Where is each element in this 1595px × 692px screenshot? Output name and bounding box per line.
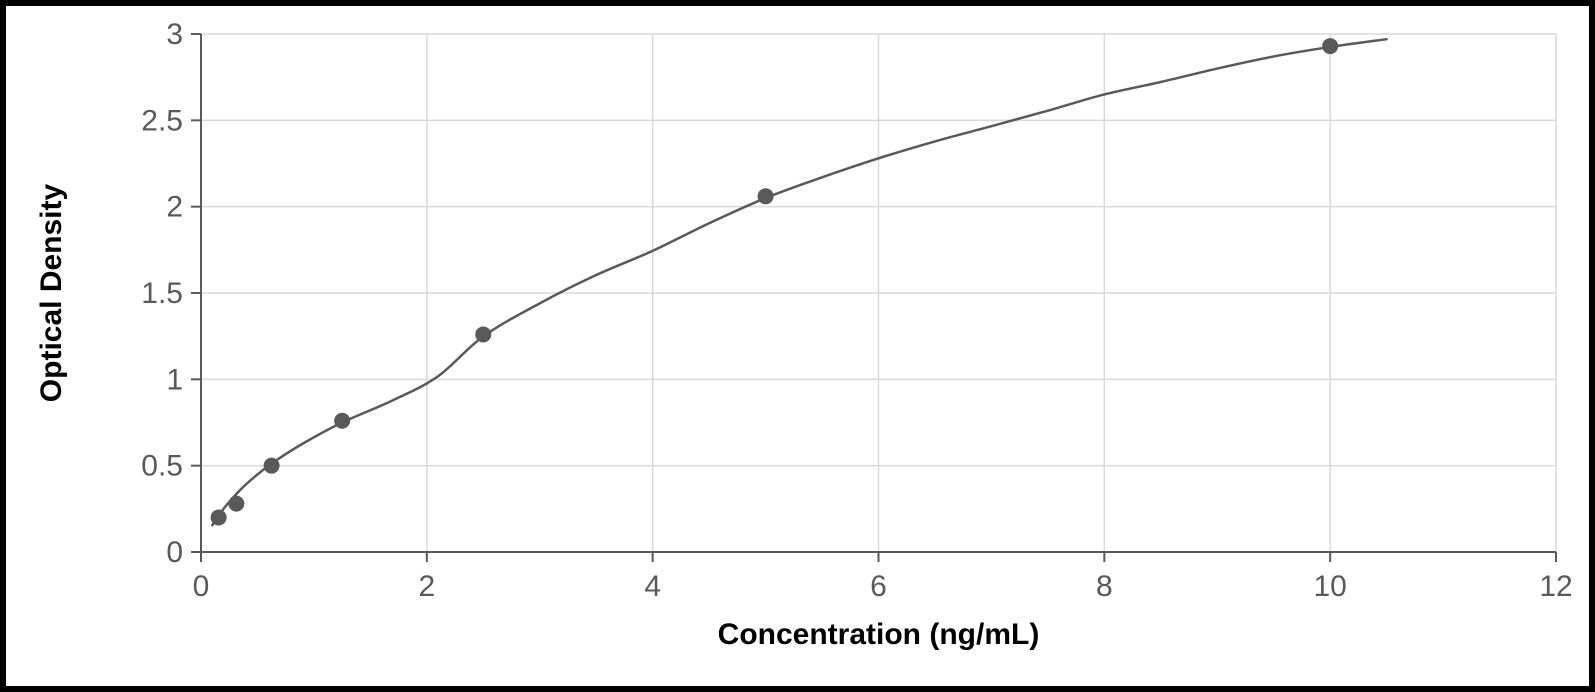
x-tick-label: 4 (644, 570, 661, 603)
data-point (334, 413, 350, 429)
data-point (211, 509, 227, 525)
chart-frame: 0 2 4 6 8 10 12 0 0.5 1 1.5 2 2.5 3 Concentration (ng/… (0, 0, 1595, 692)
chart-container: 0 2 4 6 8 10 12 0 0.5 1 1.5 2 2.5 3 Concentration (ng/… (6, 6, 1589, 686)
y-axis-label: Optical Density (35, 183, 68, 402)
chart-svg: 0 2 4 6 8 10 12 0 0.5 1 1.5 2 2.5 3 Concentration (ng/… (6, 6, 1589, 686)
data-point (228, 496, 244, 512)
x-tick-label: 8 (1096, 570, 1113, 603)
data-point (758, 188, 774, 204)
data-point (1322, 38, 1338, 54)
x-tick-label: 12 (1539, 570, 1572, 603)
y-tick-label: 2 (166, 191, 183, 224)
data-point (475, 326, 491, 342)
x-tick-label: 0 (193, 570, 210, 603)
y-tick-label: 0 (166, 536, 183, 569)
y-tick-label: 1 (166, 363, 183, 396)
x-tick-label: 6 (870, 570, 887, 603)
y-tick-label: 1.5 (141, 277, 183, 310)
y-tick-label: 2.5 (141, 104, 183, 137)
x-axis-label: Concentration (ng/mL) (718, 618, 1040, 651)
data-point (264, 458, 280, 474)
x-tick-label: 10 (1313, 570, 1346, 603)
y-tick-label: 3 (166, 18, 183, 51)
x-tick-label: 2 (418, 570, 435, 603)
y-tick-label: 0.5 (141, 450, 183, 483)
